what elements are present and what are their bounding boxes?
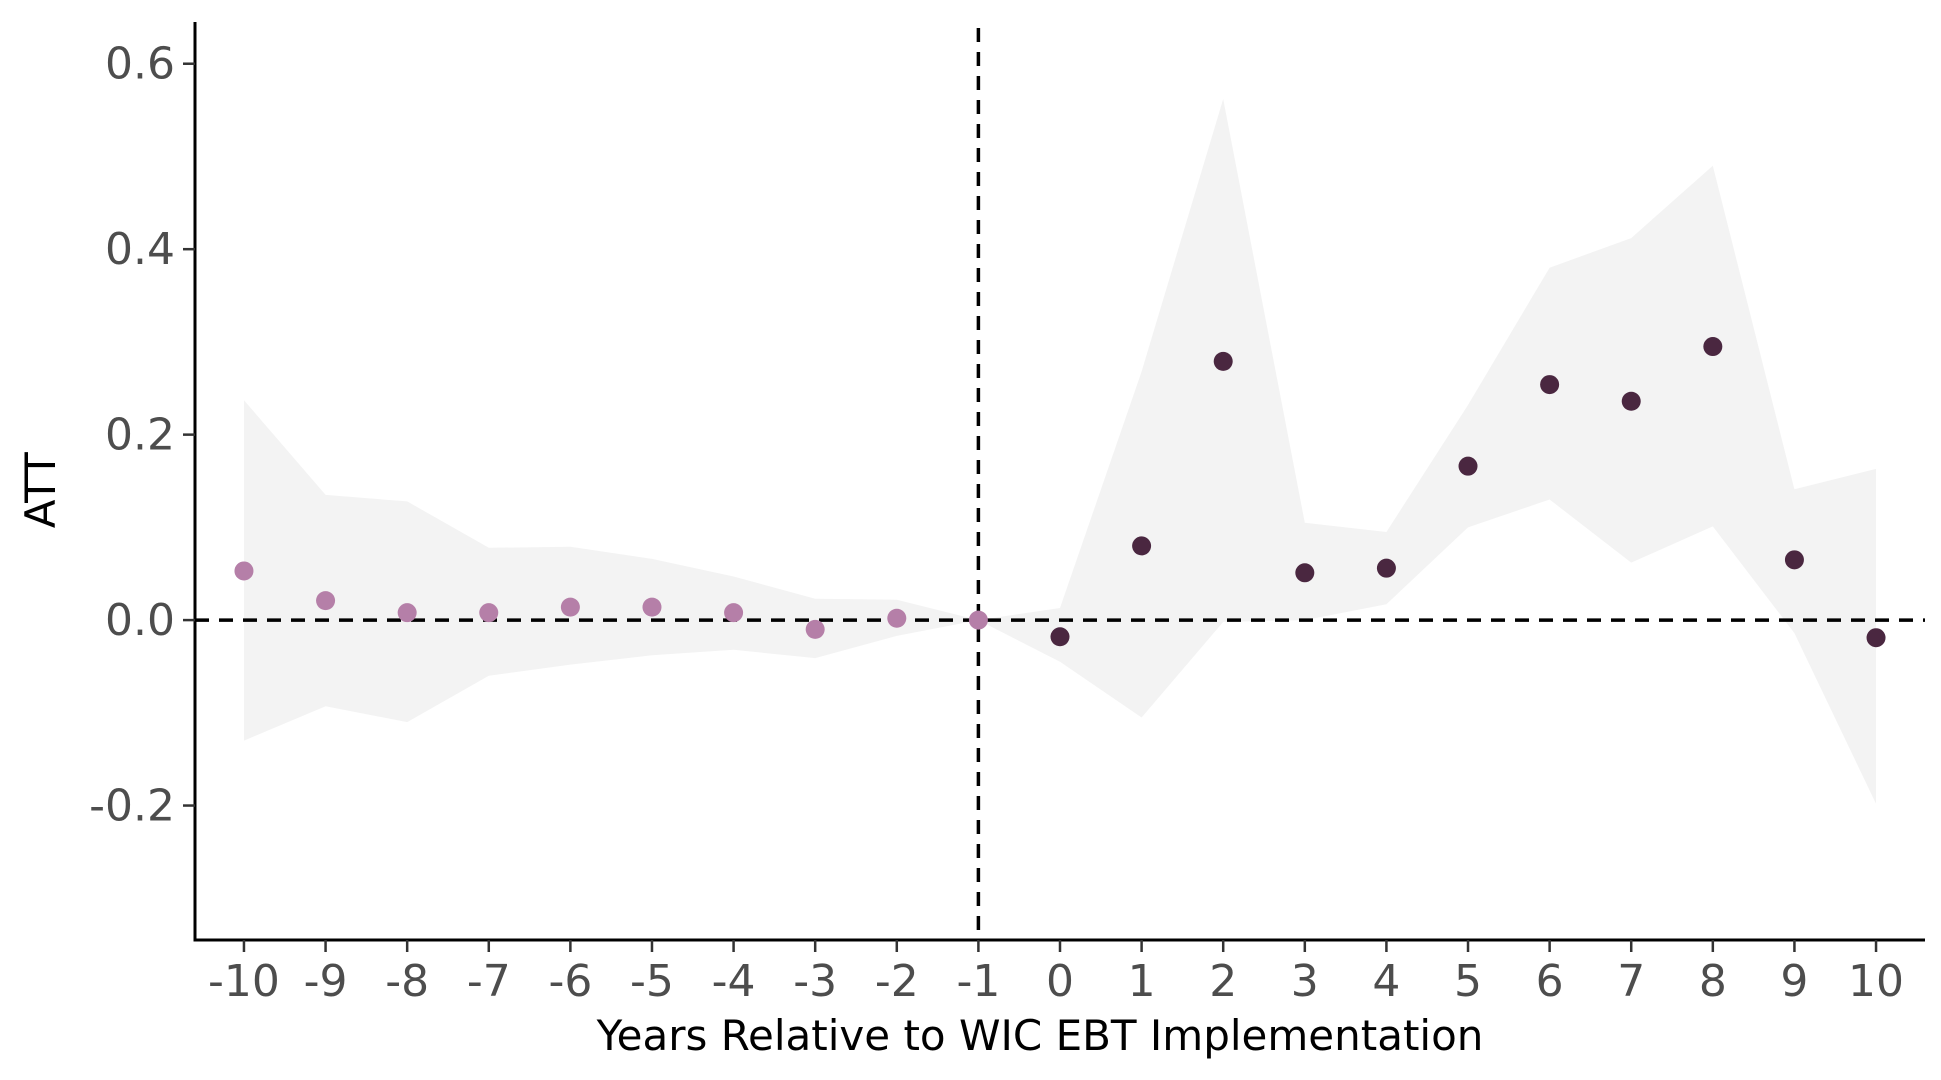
y-tick-label: 0.4 bbox=[105, 224, 175, 275]
tick-labels-layer: -10 -9 -8 -7 -6 -5 -4 -3 -2 -1 0 1 2 3 4 5 6 7 8 9 10-0.20.0… bbox=[89, 39, 1904, 1007]
x-tick-label: 5 bbox=[1454, 956, 1482, 1007]
confidence-band-layer bbox=[244, 99, 1876, 804]
post-period-point bbox=[1376, 558, 1396, 578]
x-tick-label: -5 bbox=[630, 956, 674, 1007]
post-period-point bbox=[1458, 456, 1478, 476]
x-tick-label: 2 bbox=[1209, 956, 1237, 1007]
post-period-point bbox=[1866, 628, 1886, 648]
post-period-point bbox=[1784, 550, 1804, 570]
x-tick-label: -7 bbox=[467, 956, 511, 1007]
x-axis-title: Years Relative to WIC EBT Implementation bbox=[596, 1011, 1484, 1060]
x-tick-label: 7 bbox=[1617, 956, 1645, 1007]
confidence-band bbox=[244, 99, 1876, 804]
x-tick-label: 10 bbox=[1848, 956, 1904, 1007]
x-tick-label: 1 bbox=[1128, 956, 1156, 1007]
pre-period-point bbox=[397, 603, 417, 623]
x-tick-label: -4 bbox=[712, 956, 756, 1007]
pre-period-point bbox=[805, 619, 825, 639]
pre-period-point bbox=[724, 603, 744, 623]
x-tick-label: -6 bbox=[548, 956, 592, 1007]
post-period-point bbox=[1621, 391, 1641, 411]
x-tick-label: -2 bbox=[875, 956, 919, 1007]
x-tick-label: 0 bbox=[1046, 956, 1074, 1007]
y-tick-label: 0.0 bbox=[105, 595, 175, 646]
y-tick-label: 0.2 bbox=[105, 410, 175, 461]
x-tick-label: 9 bbox=[1780, 956, 1808, 1007]
data-points-layer bbox=[234, 337, 1886, 648]
pre-period-point bbox=[968, 610, 988, 630]
post-period-point bbox=[1703, 337, 1723, 357]
x-tick-label: 8 bbox=[1699, 956, 1727, 1007]
pre-period-point bbox=[560, 597, 580, 617]
post-period-point bbox=[1213, 351, 1233, 371]
post-period-point bbox=[1132, 536, 1152, 556]
x-tick-label: -3 bbox=[793, 956, 837, 1007]
y-tick-label: 0.6 bbox=[105, 39, 175, 90]
x-tick-label: -8 bbox=[385, 956, 429, 1007]
pre-period-point bbox=[479, 603, 499, 623]
x-tick-label: -9 bbox=[304, 956, 348, 1007]
x-tick-label: 3 bbox=[1291, 956, 1319, 1007]
y-axis-title: ATT bbox=[16, 452, 65, 528]
pre-period-point bbox=[642, 597, 662, 617]
pre-period-point bbox=[234, 561, 254, 581]
x-tick-label: 4 bbox=[1372, 956, 1400, 1007]
x-tick-label: -1 bbox=[956, 956, 1000, 1007]
post-period-point bbox=[1540, 375, 1560, 395]
x-tick-label: 6 bbox=[1536, 956, 1564, 1007]
pre-period-point bbox=[316, 591, 336, 611]
pre-period-point bbox=[887, 608, 907, 628]
axes-layer bbox=[183, 22, 1925, 952]
post-period-point bbox=[1050, 627, 1070, 647]
x-tick-label: -10 bbox=[208, 956, 280, 1007]
post-period-point bbox=[1295, 563, 1315, 583]
y-tick-label: -0.2 bbox=[89, 781, 175, 832]
